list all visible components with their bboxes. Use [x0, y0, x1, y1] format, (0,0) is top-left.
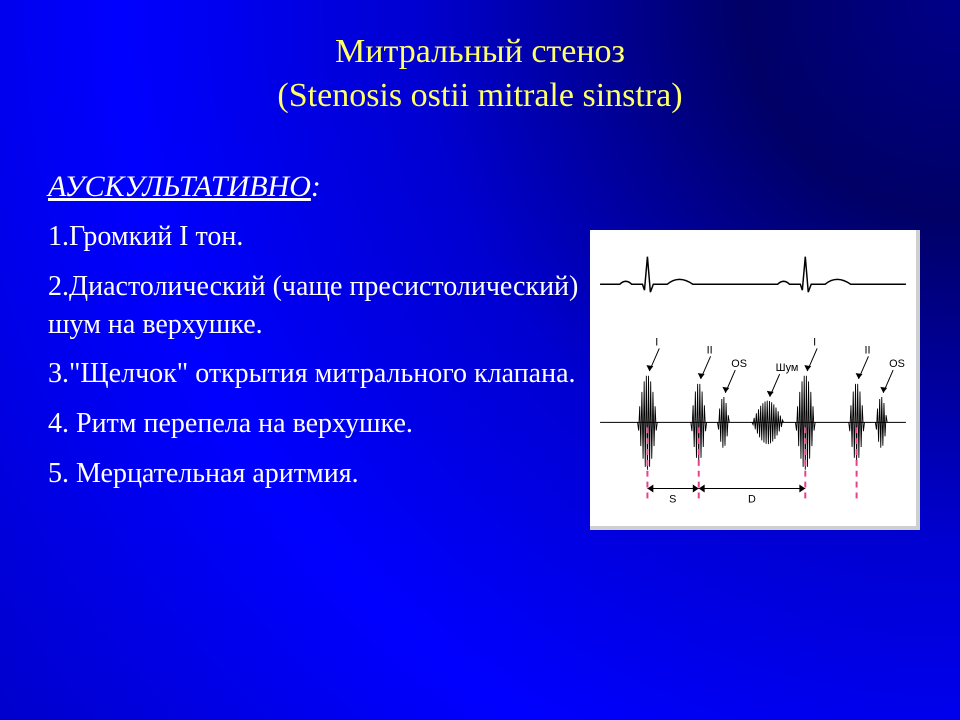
diagram-svg: IIIOSШумIIIOSSD	[590, 230, 916, 526]
title-line-1: Митральный стеноз	[0, 30, 960, 74]
svg-text:S: S	[669, 493, 676, 505]
svg-text:OS: OS	[889, 358, 905, 370]
heading-text: АУСКУЛЬТАТИВНО	[48, 170, 311, 203]
title-line-2: (Stenosis ostii mitrale sinstra)	[0, 74, 960, 118]
list-item: 2.Диастолический (чаще пресистолический)…	[48, 268, 588, 344]
list-item: 3."Щелчок" открытия митрального клапана.	[48, 355, 588, 393]
svg-text:D: D	[748, 493, 756, 505]
svg-text:I: I	[655, 336, 658, 348]
svg-text:OS: OS	[731, 358, 747, 370]
phonocardiogram-diagram: IIIOSШумIIIOSSD	[590, 230, 920, 530]
list-item: 5. Мерцательная аритмия.	[48, 455, 588, 493]
slide-title: Митральный стеноз (Stenosis ostii mitral…	[0, 0, 960, 128]
svg-text:I: I	[813, 336, 816, 348]
list-item: 4. Ритм перепела на верхушке.	[48, 405, 588, 443]
heading-colon: :	[311, 170, 321, 203]
svg-text:II: II	[707, 344, 713, 356]
bullet-list: 1.Громкий I тон. 2.Диастолический (чаще …	[48, 218, 588, 493]
list-item: 1.Громкий I тон.	[48, 218, 588, 256]
slide: Митральный стеноз (Stenosis ostii mitral…	[0, 0, 960, 720]
svg-text:Шум: Шум	[776, 362, 799, 374]
section-heading: АУСКУЛЬТАТИВНО:	[48, 170, 920, 204]
svg-text:II: II	[864, 344, 870, 356]
